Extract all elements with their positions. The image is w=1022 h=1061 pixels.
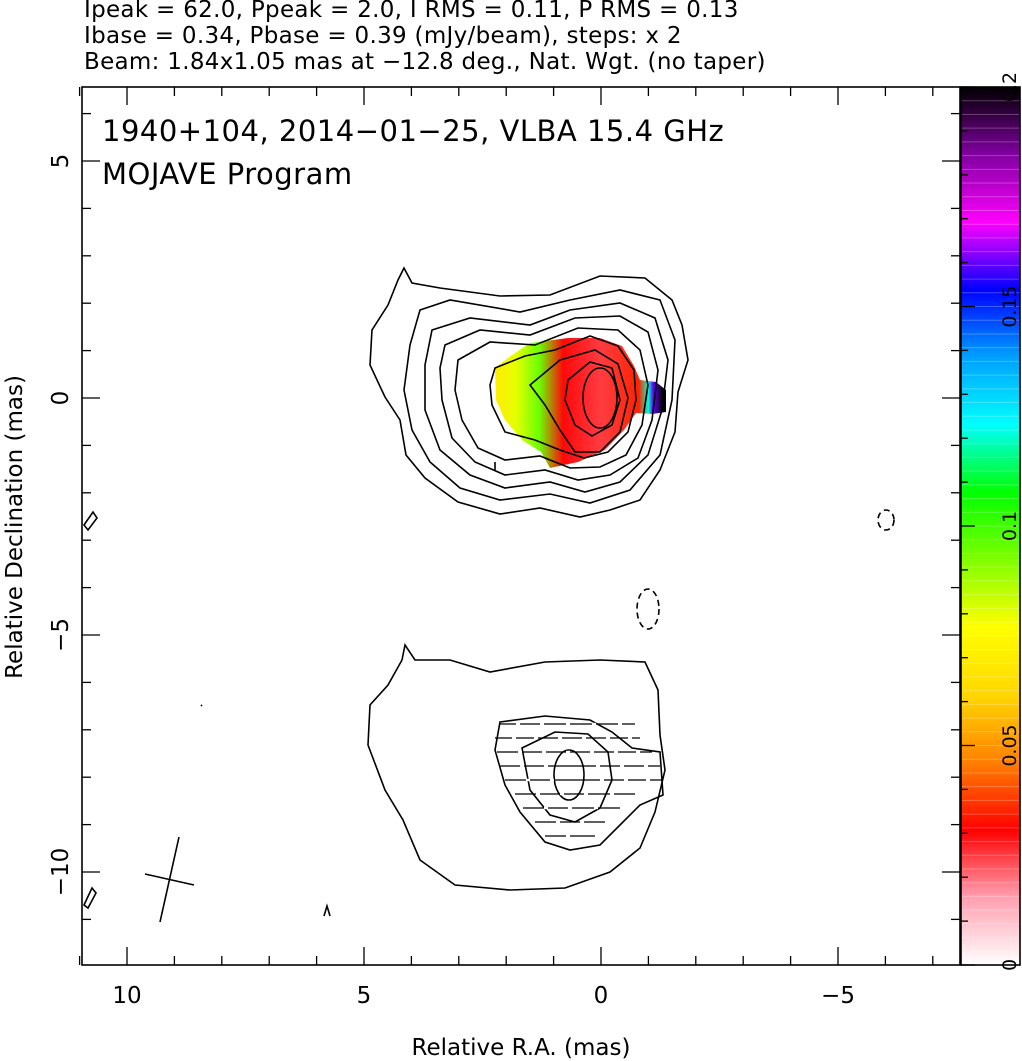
y-axis-label: Relative Declination (mas) xyxy=(2,375,28,679)
colorbar: 0 0.05 0.1 0.15 0.2 xyxy=(960,72,1021,971)
colorbar-tick-label: 0.15 xyxy=(999,285,1021,327)
vector-gaps xyxy=(512,722,650,838)
y-tick-label: 0 xyxy=(48,391,74,406)
y-tick-labels: 5 0 −5 −10 xyxy=(48,154,74,897)
contour-layer xyxy=(82,266,895,917)
x-tick-label: 0 xyxy=(594,983,609,1009)
x-tick-label: −5 xyxy=(821,983,855,1009)
core-contour-6 xyxy=(489,335,637,459)
south-contour-2 xyxy=(494,715,664,851)
y-tick-label: 5 xyxy=(48,154,74,169)
colorbar-tick-label: 0.2 xyxy=(999,72,1021,102)
restoring-beam xyxy=(144,836,195,923)
header-peak-line: Ipeak = 62.0, Ppeak = 2.0, I RMS = 0.11,… xyxy=(84,0,739,23)
x-tick-labels: 10 5 0 −5 xyxy=(112,983,855,1009)
y-ticks xyxy=(82,112,960,921)
core-contour-2 xyxy=(403,289,676,504)
core-contour-9 xyxy=(582,367,618,429)
colorbar-tick-label: 0 xyxy=(999,959,1021,971)
core-contour-3 xyxy=(424,302,669,493)
south-contour-1 xyxy=(367,642,666,891)
plot-frame xyxy=(81,86,961,966)
colorbar-tick-label: 0.1 xyxy=(999,511,1021,541)
beam-minor-axis xyxy=(144,873,195,886)
core-contour-7 xyxy=(528,349,629,453)
y-tick-label: −5 xyxy=(48,618,74,652)
edge-artifacts xyxy=(82,510,331,917)
y-tick-label: −10 xyxy=(48,848,74,897)
x-tick-label: 10 xyxy=(112,983,141,1009)
core-contour-8 xyxy=(564,361,621,437)
x-axis-label: Relative R.A. (mas) xyxy=(412,1035,631,1061)
fractional-polarization-image xyxy=(495,338,666,468)
south-contour-4 xyxy=(553,749,585,801)
header-beam-line: Beam: 1.84x1.05 mas at −12.8 deg., Nat. … xyxy=(84,49,766,75)
core-contour-1 xyxy=(369,266,689,518)
x-tick-label: 5 xyxy=(357,983,372,1009)
core-contour-4 xyxy=(439,315,659,481)
colorbar-tick-label: 0.05 xyxy=(999,724,1021,766)
colorbar-tick-labels: 0 0.05 0.1 0.15 0.2 xyxy=(999,72,1021,971)
colorbar-ticks xyxy=(961,86,975,966)
plot-title-line2: MOJAVE Program xyxy=(102,157,353,191)
header-base-line: Ibase = 0.34, Pbase = 0.39 (mJy/beam), s… xyxy=(84,23,682,49)
colorbar-steps xyxy=(961,100,1020,952)
negative-contours xyxy=(636,509,895,630)
polarization-vectors xyxy=(495,723,662,837)
pol-image-fill xyxy=(495,338,666,468)
x-ticks xyxy=(78,87,934,965)
core-contour-5 xyxy=(454,327,649,469)
plot-title-line1: 1940+104, 2014−01−25, VLBA 15.4 GHz xyxy=(102,114,724,148)
